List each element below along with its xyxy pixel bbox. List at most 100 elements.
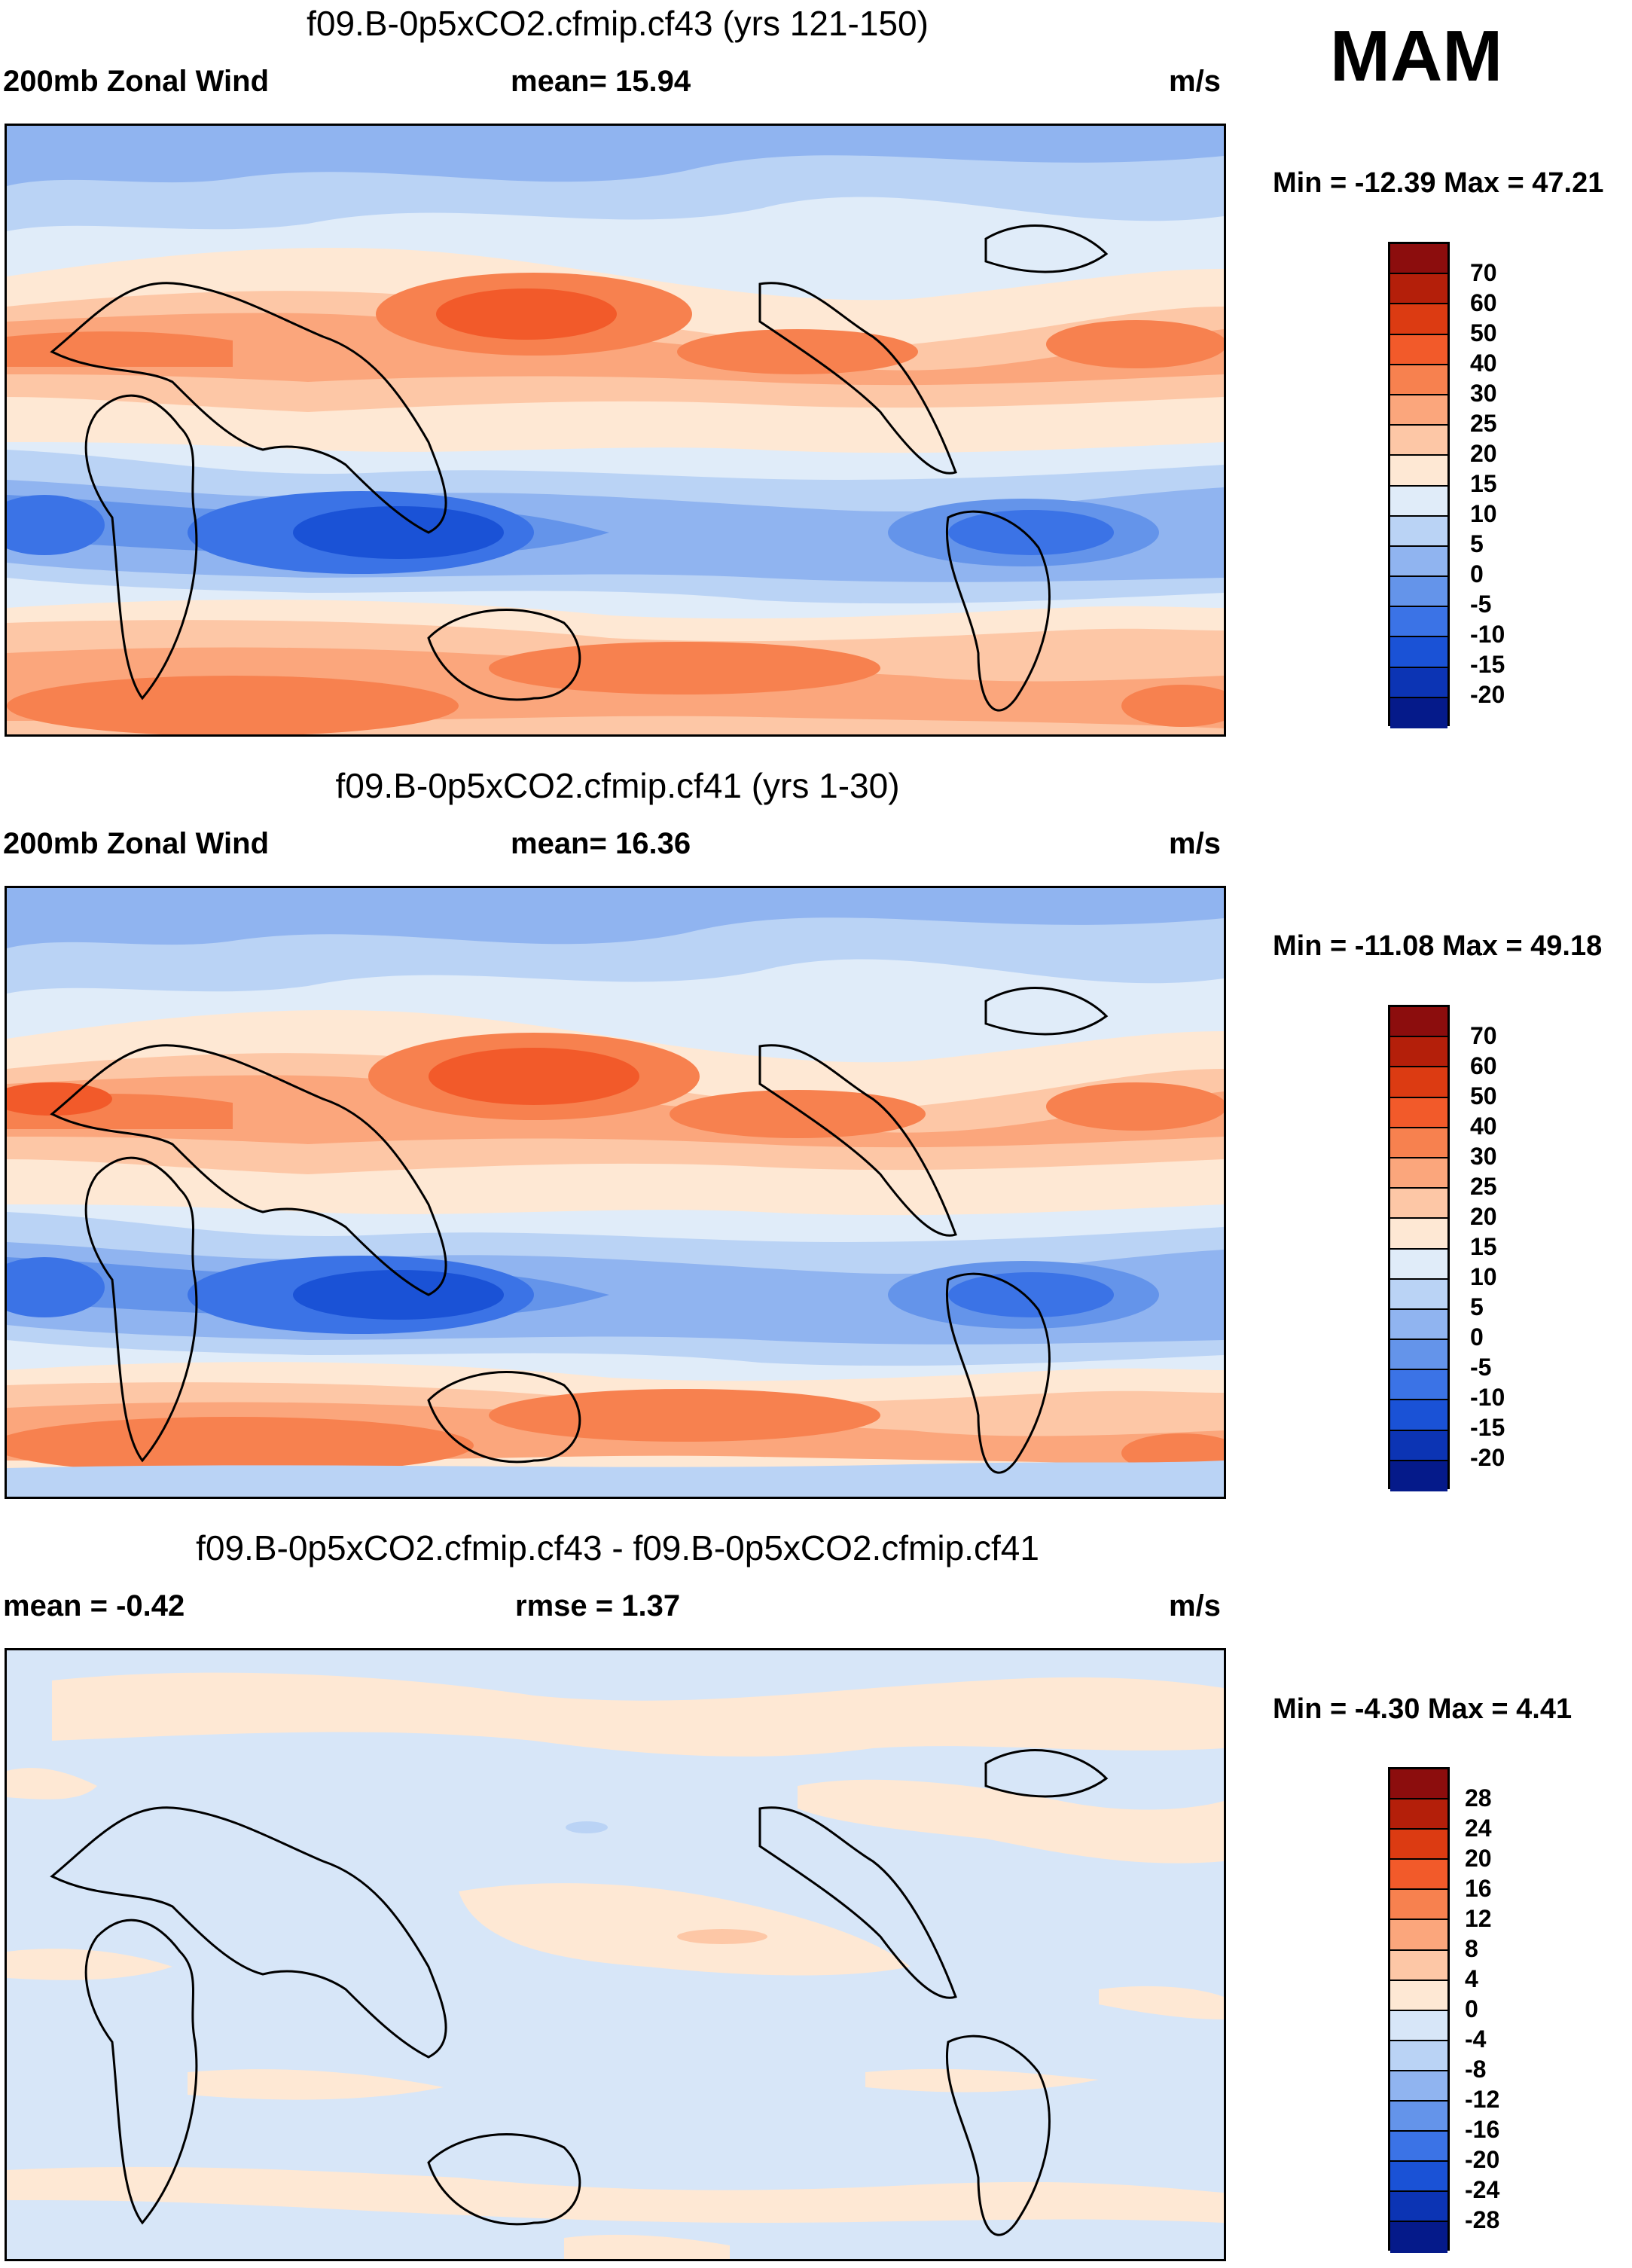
panel1-units: m/s [1169,65,1221,98]
colorbar-tick: 70 [1470,259,1497,286]
colorbar-tick: -15 [1470,651,1505,678]
colorbar-tick: -5 [1470,591,1492,618]
colorbar-tick: -15 [1470,1414,1505,1441]
colorbar-tick: 8 [1465,1935,1478,1962]
colorbar-cell [1390,1158,1447,1189]
colorbar-cell [1390,2102,1447,2132]
colorbar-tick: -12 [1465,2086,1500,2113]
colorbar-tick: 24 [1465,1815,1492,1842]
colorbar-cell [1390,2041,1447,2071]
colorbar-cell [1390,2132,1447,2163]
colorbar-tick: 20 [1465,1845,1492,1872]
colorbar-tick: 50 [1470,1082,1497,1110]
panel1-colorbar [1388,242,1450,728]
colorbar-cell [1390,2222,1447,2253]
colorbar-cell [1390,1890,1447,1921]
panel2-variable-label: 200mb Zonal Wind [3,827,270,860]
colorbar-tick: 0 [1470,1323,1484,1351]
colorbar-cell [1390,1128,1447,1158]
colorbar-tick: -28 [1465,2206,1500,2233]
colorbar-cell [1390,1309,1447,1341]
panel3-title: f09.B-0p5xCO2.cfmip.cf43 - f09.B-0p5xCO2… [196,1528,1039,1567]
colorbar-tick: 0 [1465,1995,1478,2022]
colorbar-cell [1390,334,1447,365]
colorbar-tick: 20 [1470,440,1497,467]
colorbar-cell [1390,1950,1447,1981]
colorbar-tick: 40 [1470,350,1497,377]
colorbar-cell [1390,1340,1447,1371]
colorbar-tick: 5 [1470,530,1484,557]
colorbar-tick: 30 [1470,1143,1497,1170]
colorbar-tick: 0 [1470,560,1484,588]
panel2-colorbar [1388,1005,1450,1491]
colorbar-tick: 15 [1470,1233,1497,1260]
colorbar-cell [1390,2192,1447,2223]
colorbar-cell [1390,577,1447,608]
colorbar-cell [1390,546,1447,578]
colorbar-tick: 15 [1470,470,1497,497]
panel1-minmax: Min = -12.39 Max = 47.21 [1273,167,1604,199]
colorbar-tick: 28 [1465,1784,1492,1812]
colorbar-cell [1390,456,1447,487]
colorbar-cell [1390,426,1447,456]
colorbar-cell [1390,516,1447,547]
colorbar-tick: 20 [1470,1203,1497,1230]
colorbar-cell [1390,1067,1447,1098]
colorbar-tick: 30 [1470,380,1497,407]
colorbar-tick: 12 [1465,1905,1492,1932]
colorbar-cell [1390,2071,1447,2102]
colorbar-tick: 5 [1470,1293,1484,1320]
colorbar-cell [1390,274,1447,305]
colorbar-tick: -5 [1470,1354,1492,1381]
colorbar-cell [1390,607,1447,638]
panel3-minmax: Min = -4.30 Max = 4.41 [1273,1693,1573,1725]
colorbar-tick: -20 [1470,681,1505,708]
panel3-rmse-label: rmse = 1.37 [515,1589,681,1622]
colorbar-tick: -16 [1465,2116,1500,2143]
colorbar-tick: -20 [1470,1444,1505,1471]
colorbar-cell [1390,1219,1447,1250]
panel3-units: m/s [1169,1589,1221,1622]
colorbar-tick: 10 [1470,1263,1497,1290]
colorbar-cell [1390,486,1447,517]
colorbar-cell [1390,1370,1447,1401]
panel1-title: f09.B-0p5xCO2.cfmip.cf43 (yrs 121-150) [307,4,929,43]
colorbar-tick: -20 [1465,2146,1500,2173]
colorbar-cell [1390,395,1447,426]
panel3-map [5,1648,1226,2261]
panel2-map [5,886,1226,1499]
colorbar-cell [1390,637,1447,668]
panel2-title: f09.B-0p5xCO2.cfmip.cf41 (yrs 1-30) [335,766,900,805]
panel1-variable-label: 200mb Zonal Wind [3,65,270,98]
colorbar-tick: 25 [1470,410,1497,437]
panel3-colorbar [1388,1767,1450,2253]
colorbar-cell [1390,1097,1447,1128]
panel3-mean-label: mean = -0.42 [3,1589,185,1622]
colorbar-tick: -10 [1470,1384,1505,1411]
colorbar-cell [1390,1830,1447,1860]
panel2-mean-label: mean= 16.36 [511,827,691,860]
colorbar-cell [1390,1461,1447,1491]
colorbar-cell [1390,1037,1447,1068]
colorbar-cell [1390,1189,1447,1219]
colorbar-cell [1390,1920,1447,1951]
colorbar-tick: 60 [1470,1052,1497,1079]
colorbar-cell [1390,1249,1447,1280]
colorbar-tick: 70 [1470,1022,1497,1049]
panel1-mean-label: mean= 15.94 [511,65,691,98]
colorbar-cell [1390,365,1447,395]
panel1-map [5,124,1226,737]
colorbar-cell [1390,1769,1447,1800]
colorbar-cell [1390,1279,1447,1310]
colorbar-tick: 40 [1470,1113,1497,1140]
colorbar-tick: -24 [1465,2176,1500,2203]
colorbar-cell [1390,1430,1447,1461]
colorbar-cell [1390,697,1447,728]
colorbar-cell [1390,1980,1447,2011]
season-label: MAM [1330,16,1503,96]
colorbar-cell [1390,304,1447,335]
colorbar-cell [1390,1400,1447,1431]
colorbar-tick: 60 [1470,289,1497,316]
colorbar-cell [1390,2162,1447,2193]
panel2-minmax: Min = -11.08 Max = 49.18 [1273,930,1603,962]
